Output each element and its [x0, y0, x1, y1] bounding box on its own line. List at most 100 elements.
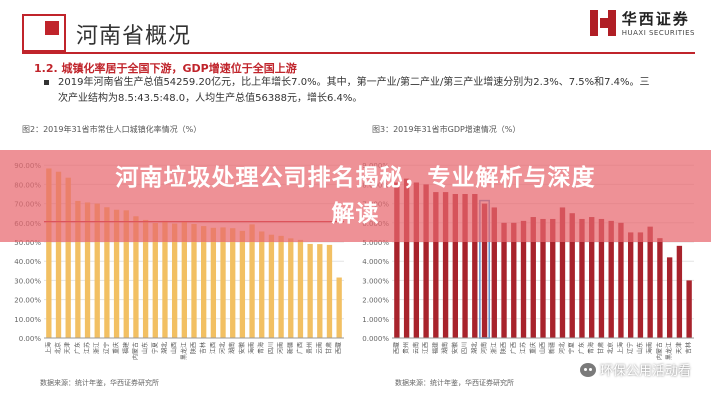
bar — [336, 277, 342, 338]
header-divider — [22, 52, 695, 54]
bar — [550, 218, 556, 338]
x-tick-label: 内蒙古 — [131, 342, 139, 360]
x-tick-label: 湖南 — [228, 342, 236, 354]
x-tick-label: 四川 — [268, 342, 275, 354]
x-tick-label: 上海 — [616, 342, 624, 354]
x-tick-label: 山东 — [141, 342, 149, 354]
bar — [181, 221, 187, 338]
x-tick-label: 辽宁 — [102, 342, 110, 354]
x-tick-label: 宁夏 — [568, 342, 576, 354]
bar — [259, 231, 265, 338]
x-tick-label: 广西 — [509, 342, 517, 354]
x-tick-label: 安徽 — [238, 342, 246, 354]
x-tick-label: 新疆 — [548, 342, 556, 354]
x-tick-label: 广东 — [577, 342, 585, 354]
bar — [472, 194, 478, 338]
x-tick-label: 黑龙江 — [665, 342, 673, 360]
bar — [288, 238, 294, 338]
page-title: 河南省概况 — [76, 24, 192, 49]
chart-caption-right: 图3：2019年31省市GDP增速情况（%） — [372, 125, 521, 134]
bar — [171, 223, 178, 338]
y-tick-label: 30.00% — [14, 277, 41, 285]
bar — [403, 178, 410, 338]
x-tick-label: 青海 — [587, 342, 595, 354]
x-tick-label: 西藏 — [335, 342, 343, 354]
x-tick-label: 广西 — [296, 342, 304, 354]
huaxi-logo-icon — [589, 9, 616, 36]
x-tick-label: 福建 — [122, 342, 130, 354]
x-tick-label: 天津 — [676, 342, 683, 354]
x-tick-label: 安徽 — [451, 342, 459, 354]
bar — [220, 227, 226, 338]
bar — [249, 224, 255, 338]
x-tick-label: 海南 — [646, 342, 654, 354]
bar — [307, 243, 313, 338]
x-tick-label: 北京 — [607, 342, 615, 354]
bar — [394, 182, 400, 338]
bar — [462, 194, 468, 338]
x-tick-label: 青海 — [257, 342, 265, 354]
x-tick-label: 云南 — [315, 342, 323, 354]
bar — [433, 192, 439, 338]
x-tick-label: 河北 — [219, 342, 227, 354]
x-tick-label: 重庆 — [529, 342, 537, 354]
bar — [104, 207, 110, 338]
y-tick-label: 2.000% — [362, 297, 389, 305]
chart-source-left: 数据来源：统计年鉴，华西证券研究所 — [40, 379, 159, 387]
bar — [598, 218, 605, 338]
bar — [65, 177, 71, 338]
x-tick-label: 浙江 — [490, 342, 498, 354]
report-logo — [22, 14, 66, 52]
bar — [317, 244, 323, 338]
section-heading: 1.2. 城镇化率居于全国下游，GDP增速位于全国上游 — [34, 62, 297, 75]
x-tick-label: 宁夏 — [151, 342, 159, 354]
x-tick-label: 海南 — [248, 342, 256, 354]
y-tick-label: 10.00% — [14, 316, 41, 324]
x-tick-label: 江苏 — [519, 342, 527, 354]
bar — [647, 226, 653, 338]
x-tick-label: 江西 — [423, 342, 430, 354]
bar — [210, 227, 217, 338]
bar — [589, 217, 595, 338]
x-tick-label: 广东 — [73, 342, 81, 354]
bar — [452, 194, 459, 338]
x-tick-label: 辽宁 — [626, 342, 634, 354]
bar — [579, 218, 585, 338]
x-tick-label: 甘肃 — [325, 342, 333, 354]
bar — [569, 213, 575, 338]
y-tick-label: 1.000% — [362, 316, 389, 324]
x-tick-label: 江西 — [210, 342, 217, 354]
bar — [423, 184, 429, 338]
x-tick-label: 陕西 — [500, 342, 508, 354]
x-tick-label: 四川 — [462, 342, 469, 354]
x-tick-label: 西藏 — [392, 342, 400, 354]
x-tick-label: 江苏 — [83, 342, 91, 354]
x-tick-label: 陕西 — [190, 342, 198, 354]
y-tick-label: 3.000% — [362, 277, 389, 285]
x-tick-label: 天津 — [65, 342, 72, 354]
brand-name: 华西证券 — [621, 10, 690, 28]
bar — [326, 244, 333, 338]
bar — [442, 192, 449, 338]
overlay-title-line-2: 解读 — [331, 201, 380, 227]
x-tick-label: 吉林 — [199, 342, 207, 354]
bar — [133, 216, 139, 338]
overlay-title: 河南垃圾处理公司排名揭秘，专业解析与深度 解读 — [0, 160, 711, 232]
bar — [413, 182, 420, 338]
x-tick-label: 重庆 — [112, 342, 120, 354]
wechat-icon — [579, 362, 596, 377]
x-tick-label: 贵州 — [402, 342, 410, 354]
bar — [627, 232, 634, 338]
overlay-title-line-1: 河南垃圾处理公司排名揭秘，专业解析与深度 — [115, 165, 596, 191]
bar — [637, 232, 644, 338]
x-tick-label: 黑龙江 — [180, 342, 188, 360]
bar — [686, 280, 692, 338]
y-tick-label: 5.000% — [362, 239, 389, 247]
chart-caption-left: 图2：2019年31省市常住人口城镇化率情况（%） — [22, 125, 202, 134]
x-tick-label: 河南 — [480, 342, 488, 354]
bar — [676, 245, 683, 338]
x-tick-label: 上海 — [44, 342, 52, 354]
x-tick-label: 湖北 — [470, 342, 478, 354]
summary-bullet: 2019年河南省生产总值54259.20亿元，比上年增长7.0%。其中，第一产业… — [58, 77, 650, 104]
x-tick-label: 河北 — [558, 342, 566, 354]
